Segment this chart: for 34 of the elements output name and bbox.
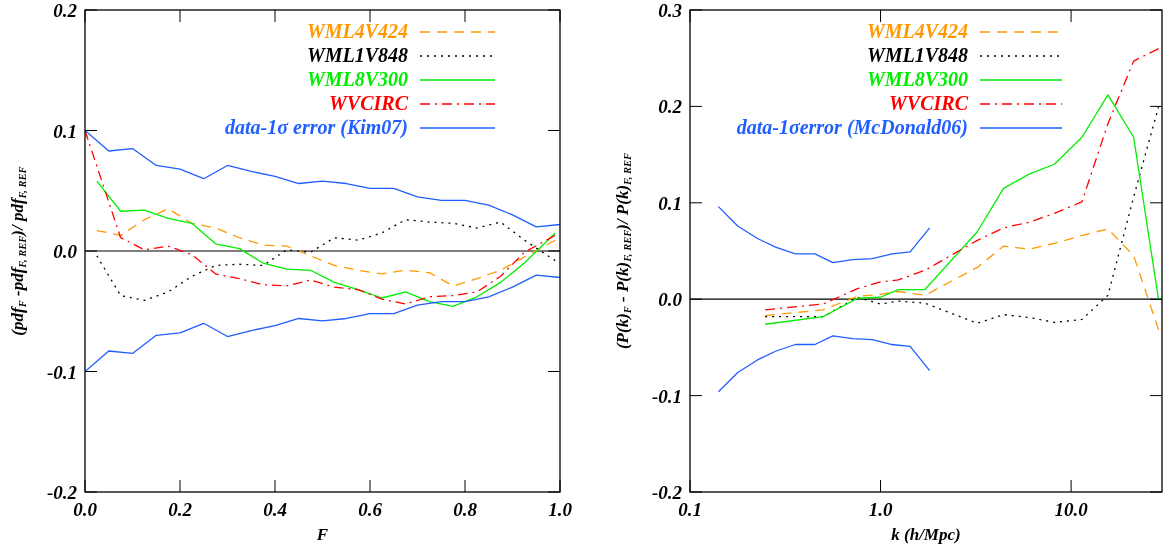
y-tick-label: -0.1 [651,385,682,407]
legend-label: WML1V848 [866,44,968,66]
legend-label: WML8V300 [306,68,408,90]
line-series [96,180,556,308]
legend-label: data-1σerror (McDonald06) [736,116,968,139]
y-tick-label: 0.1 [658,192,682,214]
y-tick-label: 0.2 [53,0,78,21]
line-series [96,219,556,302]
legend-label: WML4V424 [306,20,408,42]
legend-label: WML4V424 [866,20,968,42]
y-tick-label: 0.1 [53,120,77,142]
legend-label: WML8V300 [866,68,968,90]
x-tick-label: 0.4 [263,499,287,520]
line-series [96,208,556,287]
legend-label: data-1σ error (Kim07) [225,116,408,139]
x-tick-label: 1.0 [868,499,893,520]
line-series [717,335,931,393]
x-tick-label: 0.2 [168,499,193,520]
x-axis-title: k (h/Mpc) [891,525,961,544]
y-tick-label: 0.0 [53,241,78,262]
x-tick-label: 1.0 [548,499,573,520]
legend-label: WML1V848 [306,44,408,66]
y-tick-label: 0.2 [658,96,683,118]
x-tick-label: 10.0 [1054,499,1089,520]
x-tick-label: 0.8 [453,499,478,520]
y-tick-label: 0.0 [658,289,683,311]
legend-label: WVCIRC [889,92,969,114]
x-axis-title: F [315,525,329,544]
y-tick-label: -0.1 [46,361,77,383]
legend-label: WVCIRC [329,92,409,114]
y-tick-label: 0.3 [658,0,682,21]
line-series [717,206,931,264]
x-tick-label: 0.6 [358,499,383,520]
line-series [85,274,560,373]
